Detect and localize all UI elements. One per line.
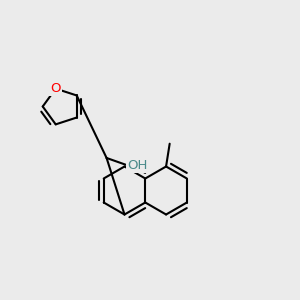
Text: OH: OH <box>127 159 147 172</box>
Text: O: O <box>50 82 61 95</box>
